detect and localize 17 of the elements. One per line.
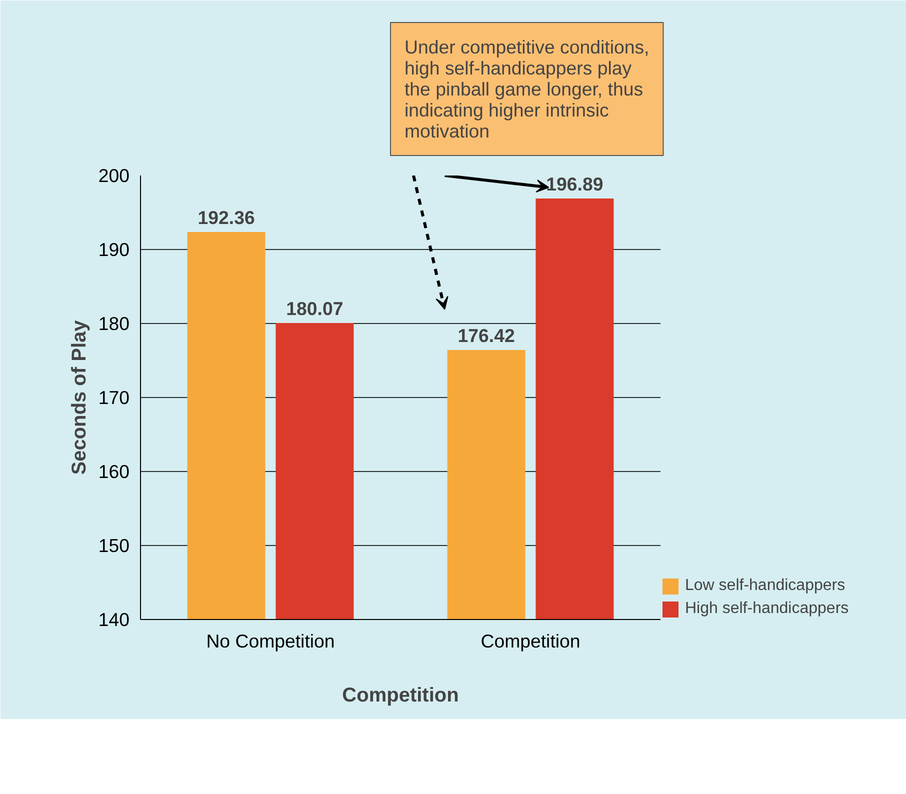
data-label: 192.36 (198, 207, 255, 228)
y-tick-label: 140 (98, 609, 130, 630)
y-tick-label: 190 (98, 239, 130, 260)
data-label: 196.89 (546, 174, 604, 195)
y-tick-label: 150 (98, 535, 130, 556)
x-tick-label: No Competition (206, 630, 335, 652)
y-axis-title: Seconds of Play (68, 319, 90, 475)
data-label: 176.42 (458, 324, 515, 346)
y-tick-label: 180 (98, 313, 130, 334)
text: Under competitive conditions, high self-handicappers play the pinball game longer, thus indicating higher intrinsic motivation (404, 36, 650, 142)
y-tick-label: 160 (98, 461, 130, 482)
legend-label: Low self-handicappers (685, 577, 846, 595)
y-tick-label: 170 (98, 387, 130, 408)
x-axis-title: Competition (342, 684, 459, 706)
legend-label: High self-handicappers (685, 600, 849, 618)
y-tick-label: 200 (98, 165, 130, 186)
data-label: 180.07 (286, 298, 344, 319)
